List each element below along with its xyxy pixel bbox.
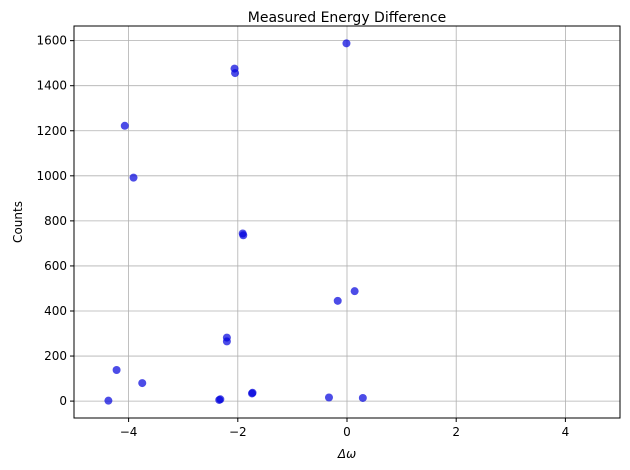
data-point bbox=[222, 337, 231, 346]
data-point bbox=[342, 39, 351, 48]
y-tick-label: 400 bbox=[44, 304, 67, 318]
x-tick-label: 2 bbox=[452, 425, 460, 439]
data-point bbox=[231, 69, 240, 78]
x-tick-label: 4 bbox=[562, 425, 570, 439]
data-point bbox=[138, 379, 147, 388]
data-point bbox=[350, 287, 359, 296]
y-tick-label: 1400 bbox=[36, 79, 67, 93]
data-point bbox=[112, 366, 121, 375]
data-point bbox=[120, 121, 129, 130]
x-tick-label: 0 bbox=[343, 425, 351, 439]
x-tick-label: −2 bbox=[229, 425, 247, 439]
y-axis-label: Counts bbox=[11, 201, 25, 243]
data-point bbox=[104, 396, 113, 405]
data-point bbox=[216, 395, 225, 404]
data-point bbox=[324, 393, 333, 402]
data-point bbox=[239, 231, 248, 240]
y-tick-label: 0 bbox=[59, 394, 67, 408]
y-tick-label: 200 bbox=[44, 349, 67, 363]
data-point bbox=[129, 173, 138, 182]
y-tick-label: 1200 bbox=[36, 124, 67, 138]
data-point bbox=[333, 296, 342, 305]
data-points bbox=[104, 39, 367, 405]
data-point bbox=[358, 393, 367, 402]
y-tick-label: 1600 bbox=[36, 34, 67, 48]
axis-ticks: −4 −2 0 2 4 0 200 400 600 800 1000 1200 1400 1600 bbox=[36, 34, 569, 439]
y-tick-label: 600 bbox=[44, 259, 67, 273]
x-tick-label: −4 bbox=[120, 425, 138, 439]
data-point bbox=[248, 388, 257, 397]
x-axis-label: Δω bbox=[337, 447, 356, 461]
grid-layer bbox=[74, 26, 620, 418]
y-tick-label: 800 bbox=[44, 214, 67, 228]
y-tick-label: 1000 bbox=[36, 169, 67, 183]
chart-title: Measured Energy Difference bbox=[248, 10, 446, 26]
